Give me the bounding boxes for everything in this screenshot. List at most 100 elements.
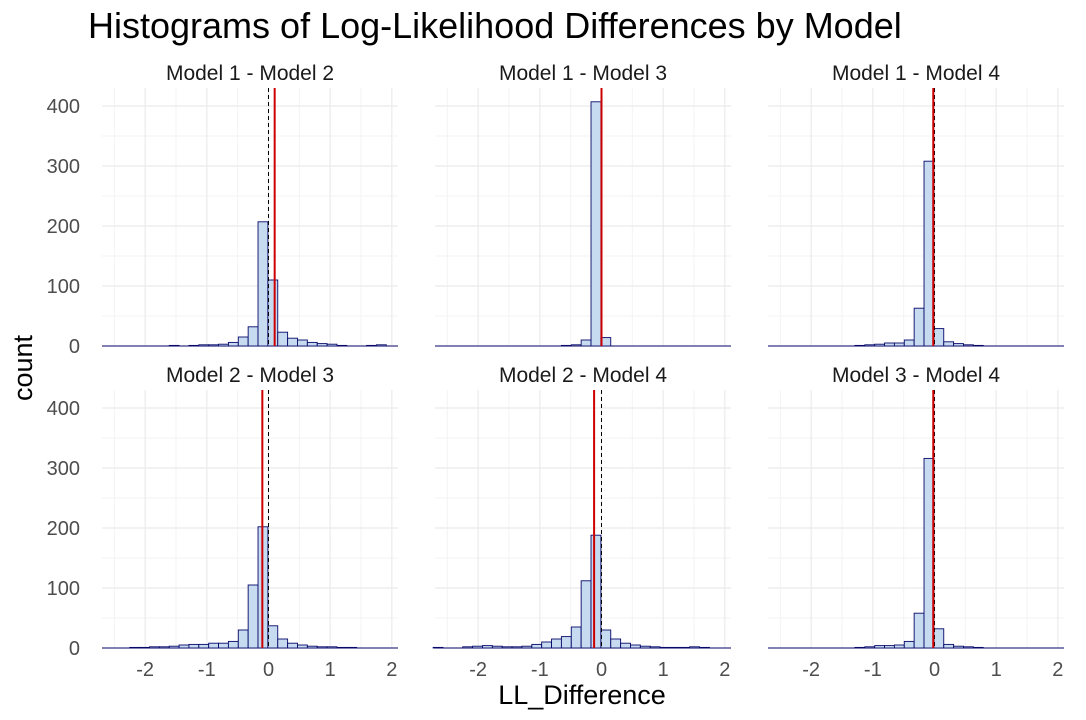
- histogram-bar: [913, 307, 925, 347]
- histogram-bar: [188, 643, 200, 649]
- x-tick-label: 1: [325, 659, 336, 681]
- histogram-bar: [903, 339, 915, 347]
- histogram-bar: [874, 343, 886, 347]
- histogram-bar: [316, 343, 328, 347]
- x-tick-label: -2: [469, 659, 487, 681]
- y-axis-title: count: [8, 334, 38, 401]
- facet-strip-label: Model 1 - Model 4: [832, 62, 1000, 85]
- chart-title: Histograms of Log-Likelihood Differences…: [88, 5, 902, 46]
- histogram-bar: [306, 341, 318, 347]
- histogram-bar: [511, 646, 523, 649]
- histogram-bar: [590, 534, 602, 649]
- facet-panel: Model 3 - Model 4 -2 -1 0 1 2: [768, 364, 1064, 681]
- x-tick-label: -2: [136, 659, 154, 681]
- histogram-bar: [237, 336, 249, 347]
- x-tick-label: -1: [198, 659, 216, 681]
- histogram-bar: [432, 646, 444, 649]
- facet-strip-label: Model 1 - Model 2: [166, 62, 334, 85]
- histogram-bar: [560, 636, 572, 649]
- histogram-bar: [129, 646, 141, 649]
- x-tick-label: -1: [864, 659, 882, 681]
- histogram-bar: [277, 331, 289, 347]
- histogram-bar: [943, 341, 955, 347]
- histogram-bar: [913, 612, 925, 649]
- histogram-bar: [198, 344, 210, 347]
- histogram-bar: [227, 341, 239, 347]
- histogram-bar: [306, 645, 318, 649]
- histogram-bar: [854, 344, 866, 347]
- histogram-bar: [953, 645, 964, 649]
- histogram-bar: [297, 339, 308, 347]
- histogram-bar: [501, 646, 513, 649]
- histogram-bar: [963, 646, 974, 649]
- histogram-bar: [610, 638, 622, 649]
- histogram-bar: [893, 644, 905, 649]
- histogram-bar: [287, 642, 298, 649]
- histogram-bar: [659, 646, 671, 649]
- histogram-bar: [491, 645, 503, 649]
- x-tick-label: 0: [929, 659, 940, 681]
- histogram-bar: [462, 646, 474, 649]
- y-tick-label: 400: [47, 96, 80, 118]
- histogram-bar: [903, 640, 915, 649]
- histogram-bar: [227, 640, 239, 649]
- histogram-bar: [933, 628, 945, 649]
- histogram-bar: [551, 638, 562, 649]
- histogram-bar: [884, 342, 895, 347]
- y-tick-label: 200: [47, 518, 80, 540]
- histogram-bar: [247, 326, 259, 347]
- histogram-bar: [620, 642, 631, 649]
- histogram-bar: [346, 646, 358, 649]
- histogram-bar: [600, 629, 612, 649]
- histogram-bar: [326, 343, 338, 347]
- histogram-bar: [590, 101, 602, 347]
- histogram-bar: [482, 645, 493, 649]
- histogram-bar: [669, 646, 681, 649]
- y-tick-label: 200: [47, 216, 80, 238]
- histogram-bar: [953, 343, 964, 347]
- histogram-bar: [277, 638, 289, 649]
- histogram-bar: [287, 337, 298, 347]
- histogram-bar: [521, 645, 533, 649]
- histogram-bar: [963, 344, 974, 347]
- facet-strip-label: Model 2 - Model 3: [166, 364, 334, 387]
- x-tick-label: 2: [1052, 659, 1063, 681]
- histogram-bar: [267, 279, 279, 347]
- histogram-bar: [188, 344, 200, 347]
- x-tick-label: 0: [263, 659, 274, 681]
- y-tick-label: 100: [47, 276, 80, 298]
- histogram-bar: [149, 646, 160, 649]
- x-tick-label: 2: [719, 659, 730, 681]
- x-axis-title: LL_Difference: [498, 680, 666, 710]
- x-tick-label: 1: [658, 659, 669, 681]
- facet-panel: Model 2 - Model 4 -2 -1 0 1 2: [432, 364, 731, 681]
- histogram-bar: [472, 645, 483, 649]
- y-tick-label: 100: [47, 578, 80, 600]
- histogram-bar: [689, 646, 701, 649]
- histogram-bar: [218, 343, 229, 347]
- facet-panel: Model 2 - Model 3 0 100 200 300 400 -2 -1 0 1 2: [47, 364, 398, 681]
- histogram-bar: [208, 344, 220, 347]
- histogram-bar: [933, 328, 945, 347]
- histogram-bar: [943, 643, 955, 649]
- y-tick-label: 400: [47, 398, 80, 420]
- histogram-bar: [541, 641, 553, 649]
- y-tick-label: 300: [47, 458, 80, 480]
- histogram-bar: [257, 221, 269, 347]
- y-tick-label: 0: [69, 336, 80, 358]
- x-tick-label: -1: [531, 659, 549, 681]
- histogram-bar: [336, 646, 348, 649]
- histogram-bar: [884, 645, 895, 649]
- x-tick-label: 0: [596, 659, 607, 681]
- histogram-bar: [874, 645, 886, 649]
- histogram-bar: [336, 344, 348, 347]
- histogram-bar: [326, 646, 338, 649]
- y-tick-label: 0: [69, 638, 80, 660]
- facet-strip-label: Model 3 - Model 4: [832, 364, 1000, 387]
- histogram-bar: [375, 344, 387, 347]
- histogram-bar: [639, 645, 651, 649]
- histogram-bar: [570, 344, 582, 347]
- histogram-bar: [139, 646, 150, 649]
